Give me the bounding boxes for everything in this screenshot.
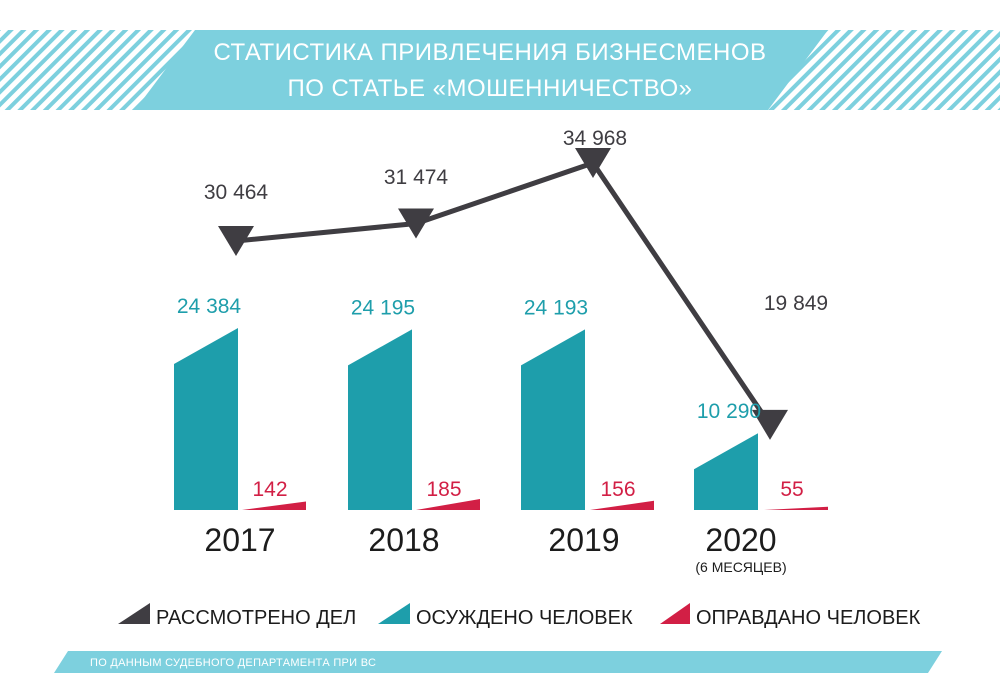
year-note-2020: (6 МЕСЯЦЕВ) bbox=[695, 559, 786, 575]
marker-considered-2018 bbox=[398, 208, 434, 239]
legend-item-considered: РАССМОТРЕНО ДЕЛ bbox=[118, 603, 356, 629]
label-considered-2020: 19 849 bbox=[764, 292, 828, 315]
bar-convicted-2018 bbox=[348, 329, 412, 510]
label-convicted-2018: 24 195 bbox=[351, 296, 415, 319]
label-convicted-2020: 10 290 bbox=[697, 400, 761, 423]
legend-swatch-considered bbox=[118, 603, 150, 624]
label-considered-2018: 31 474 bbox=[384, 166, 449, 189]
bar-acquitted-2020 bbox=[764, 506, 828, 510]
line-layer bbox=[218, 148, 788, 440]
year-label-2018: 2018 bbox=[368, 522, 439, 558]
label-considered-2017: 30 464 bbox=[204, 181, 269, 204]
line-considered bbox=[235, 160, 773, 427]
marker-considered-2020 bbox=[752, 409, 788, 440]
legend: РАССМОТРЕНО ДЕЛ ОСУЖДЕНО ЧЕЛОВЕК ОПРАВДА… bbox=[118, 603, 921, 629]
legend-swatch-acquitted bbox=[660, 603, 690, 624]
source-plate bbox=[54, 651, 942, 673]
label-convicted-2017: 24 384 bbox=[177, 295, 242, 318]
bar-acquitted-2017 bbox=[242, 501, 306, 510]
bar-convicted-2019 bbox=[521, 329, 585, 510]
label-acquitted-2019: 156 bbox=[600, 478, 635, 501]
source-bar: ПО ДАННЫМ СУДЕБНОГО ДЕПАРТАМЕНТА ПРИ ВС bbox=[54, 651, 942, 673]
label-convicted-2019: 24 193 bbox=[524, 296, 588, 319]
labels-layer: 24 384 142 2017 24 195 185 2018 24 193 156 2019 1… bbox=[177, 127, 828, 575]
bar-convicted-2017 bbox=[174, 328, 238, 510]
bar-convicted-2020 bbox=[694, 433, 758, 510]
label-considered-2019: 34 968 bbox=[563, 127, 627, 150]
legend-label-considered: РАССМОТРЕНО ДЕЛ bbox=[156, 607, 356, 629]
year-label-2019: 2019 bbox=[548, 522, 619, 558]
bar-acquitted-2018 bbox=[416, 499, 480, 510]
source-note: ПО ДАННЫМ СУДЕБНОГО ДЕПАРТАМЕНТА ПРИ ВС bbox=[90, 657, 376, 669]
year-label-2020: 2020 bbox=[705, 522, 776, 558]
title-banner: СТАТИСТИКА ПРИВЛЕЧЕНИЯ БИЗНЕСМЕНОВ ПО СТ… bbox=[0, 30, 1000, 110]
label-acquitted-2020: 55 bbox=[780, 478, 803, 501]
label-acquitted-2017: 142 bbox=[252, 478, 287, 501]
label-acquitted-2018: 185 bbox=[426, 478, 461, 501]
bar-acquitted-2019 bbox=[590, 500, 654, 510]
legend-swatch-convicted bbox=[378, 603, 410, 624]
legend-item-acquitted: ОПРАВДАНО ЧЕЛОВЕК bbox=[660, 603, 921, 629]
marker-considered-2017 bbox=[218, 226, 254, 256]
chart-title-line-2: ПО СТАТЬЕ «МОШЕННИЧЕСТВО» bbox=[287, 75, 692, 102]
banner-plate bbox=[135, 30, 828, 110]
bars-layer bbox=[174, 328, 828, 510]
year-label-2017: 2017 bbox=[204, 522, 275, 558]
chart-title-line-1: СТАТИСТИКА ПРИВЛЕЧЕНИЯ БИЗНЕСМЕНОВ bbox=[213, 39, 766, 66]
legend-label-acquitted: ОПРАВДАНО ЧЕЛОВЕК bbox=[696, 607, 921, 629]
legend-label-convicted: ОСУЖДЕНО ЧЕЛОВЕК bbox=[416, 607, 633, 629]
legend-item-convicted: ОСУЖДЕНО ЧЕЛОВЕК bbox=[378, 603, 633, 629]
marker-considered-2019 bbox=[575, 148, 611, 178]
